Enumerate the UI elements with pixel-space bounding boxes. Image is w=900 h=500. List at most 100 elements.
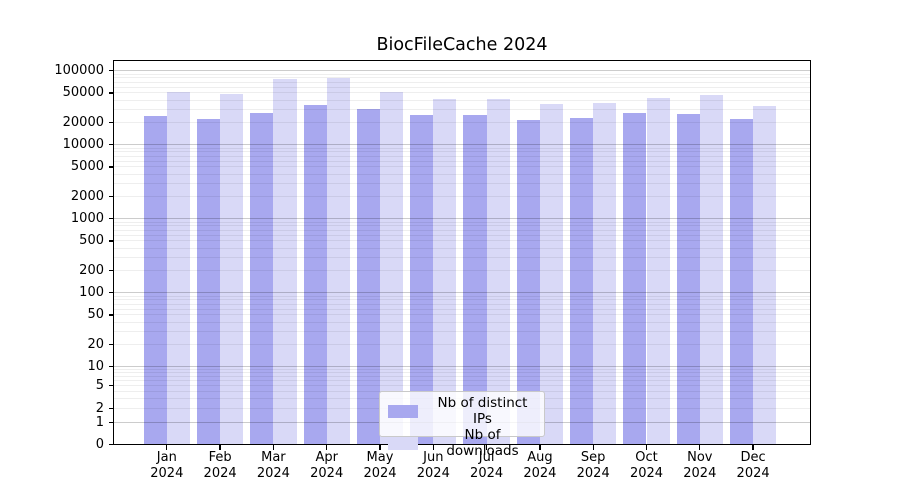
gridline-30000 <box>113 108 811 110</box>
bar-downloads-oct-2024 <box>646 97 670 445</box>
legend-label-downloads: Nb of downloads <box>446 427 519 459</box>
x-tick-mark-mar-2024 <box>272 445 275 450</box>
gridline-8 <box>113 372 811 374</box>
gridline-9000 <box>113 147 811 149</box>
gridline-60000 <box>113 86 811 88</box>
gridline-100 <box>113 292 811 294</box>
legend-label-distinct-ips: Nb of distinct IPs <box>437 395 528 427</box>
y-tick-mark-100000 <box>108 70 114 72</box>
y-tick-mark-100 <box>108 292 114 294</box>
x-tick-label-jul-2024: Jul 2024 <box>470 449 504 482</box>
chart-title: BiocFileCache 2024 <box>376 35 548 55</box>
x-tick-mark-oct-2024 <box>645 445 648 450</box>
bar-distinct-ips-feb-2024 <box>196 118 221 445</box>
bar-distinct-ips-apr-2024 <box>303 104 327 445</box>
y-tick-mark-50 <box>108 314 114 316</box>
gridline-40 <box>113 321 811 323</box>
x-tick-mark-jan-2024 <box>166 445 168 450</box>
bar-downloads-apr-2024 <box>326 77 350 445</box>
y-tick-mark-20 <box>108 343 114 346</box>
gridline-9 <box>113 369 811 371</box>
bar-distinct-ips-mar-2024 <box>250 112 274 445</box>
bar-distinct-ips-jun-2024 <box>410 115 434 445</box>
gridline-70000 <box>113 81 811 83</box>
gridline-400 <box>113 247 811 249</box>
bar-downloads-mar-2024 <box>273 78 297 445</box>
legend-swatch-distinct-ips <box>388 404 418 418</box>
bar-downloads-jun-2024 <box>433 99 457 445</box>
gridline-600 <box>113 234 811 236</box>
bar-distinct-ips-oct-2024 <box>623 112 647 445</box>
bar-distinct-ips-sep-2024 <box>570 118 594 445</box>
y-tick-label-50: 50 <box>87 307 104 323</box>
gridline-800 <box>113 225 811 227</box>
gridline-300 <box>113 256 811 258</box>
gridline-4000 <box>113 173 811 175</box>
gridline-7 <box>113 375 811 377</box>
gridline-60 <box>113 308 811 310</box>
bar-distinct-ips-aug-2024 <box>516 119 540 445</box>
gridline-80000 <box>113 77 811 79</box>
gridline-2000 <box>113 195 811 197</box>
y-tick-label-1000: 1000 <box>70 211 104 227</box>
x-tick-mark-aug-2024 <box>539 445 541 450</box>
x-tick-mark-dec-2024 <box>752 445 754 450</box>
gridline-700 <box>113 229 811 231</box>
legend-swatch-downloads <box>388 436 418 450</box>
gridline-3000 <box>113 182 811 184</box>
bar-downloads-may-2024 <box>380 91 404 445</box>
gridline-10000 <box>113 144 811 146</box>
y-tick-label-100000: 100000 <box>54 63 104 79</box>
gridline-5 <box>113 385 811 386</box>
gridline-900 <box>113 221 811 223</box>
gridline-50000 <box>113 92 811 94</box>
y-tick-mark-0 <box>108 443 114 446</box>
bar-downloads-dec-2024 <box>753 106 777 445</box>
gridline-20 <box>113 343 811 345</box>
gridline-90 <box>113 295 811 297</box>
gridline-20000 <box>113 121 811 123</box>
bar-distinct-ips-jan-2024 <box>143 116 167 445</box>
y-tick-mark-500 <box>108 240 114 242</box>
x-tick-mark-jul-2024 <box>485 445 488 450</box>
y-tick-label-5000: 5000 <box>70 159 104 175</box>
x-tick-label-sep-2024: Sep 2024 <box>576 449 610 482</box>
bar-downloads-feb-2024 <box>220 93 244 445</box>
x-tick-label-oct-2024: Oct 2024 <box>629 449 664 482</box>
legend: Nb of distinct IPs Nb of downloads <box>379 391 545 459</box>
x-tick-label-jan-2024: Jan 2024 <box>150 449 184 482</box>
legend-item-downloads: Nb of downloads <box>388 427 536 459</box>
y-tick-label-10: 10 <box>87 359 104 375</box>
gridline-90000 <box>113 73 811 75</box>
y-tick-mark-5000 <box>108 166 114 168</box>
x-tick-label-aug-2024: Aug 2024 <box>523 449 557 482</box>
gridline-6000 <box>113 160 811 162</box>
bar-distinct-ips-nov-2024 <box>676 114 700 445</box>
gridline-50 <box>113 314 811 316</box>
gridline-100000 <box>113 70 811 72</box>
x-tick-mark-sep-2024 <box>592 445 594 450</box>
gridline-8000 <box>113 151 811 153</box>
bar-downloads-sep-2024 <box>593 102 617 445</box>
y-tick-label-0: 0 <box>95 437 104 452</box>
gridline-10 <box>113 366 811 368</box>
y-tick-label-50000: 50000 <box>62 85 104 101</box>
y-tick-label-10000: 10000 <box>62 137 104 153</box>
gridline-30 <box>113 330 811 332</box>
y-tick-label-200: 200 <box>79 262 104 278</box>
y-tick-label-100: 100 <box>79 285 104 301</box>
x-tick-label-may-2024: May 2024 <box>363 449 397 482</box>
bar-distinct-ips-jul-2024 <box>463 114 487 445</box>
bar-downloads-jul-2024 <box>486 99 510 445</box>
gridline-40000 <box>113 99 811 101</box>
y-tick-label-1: 1 <box>95 415 104 430</box>
y-tick-label-500: 500 <box>79 233 104 249</box>
x-tick-mark-may-2024 <box>379 445 381 450</box>
x-tick-label-dec-2024: Dec 2024 <box>736 449 770 482</box>
bar-distinct-ips-may-2024 <box>356 109 380 445</box>
y-tick-mark-200 <box>108 269 114 272</box>
x-tick-mark-apr-2024 <box>326 445 328 450</box>
